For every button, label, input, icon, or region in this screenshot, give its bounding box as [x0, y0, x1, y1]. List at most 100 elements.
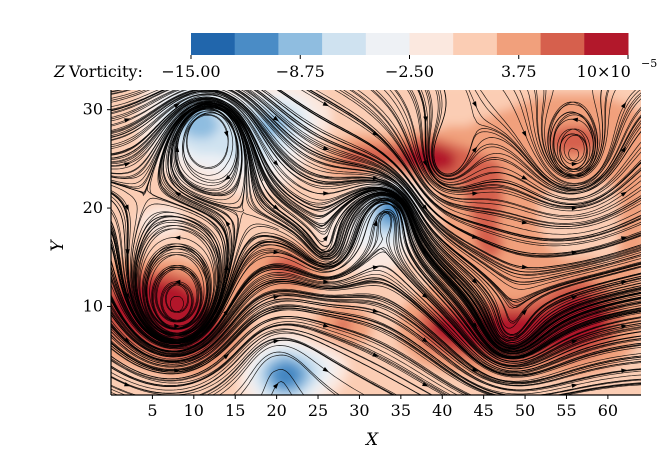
vorticity-cell — [147, 90, 152, 95]
vorticity-cell — [227, 178, 232, 183]
vorticity-cell — [279, 346, 284, 351]
vorticity-cell — [179, 226, 184, 231]
vorticity-cell — [251, 198, 256, 203]
vorticity-cell — [135, 370, 140, 375]
vorticity-cell — [163, 386, 168, 391]
vorticity-cell — [251, 82, 256, 87]
vorticity-cell — [199, 366, 204, 371]
vorticity-cell — [215, 158, 220, 163]
vorticity-cell — [267, 98, 272, 103]
vorticity-cell — [331, 130, 336, 135]
vorticity-cell — [103, 250, 108, 255]
vorticity-cell — [103, 266, 108, 271]
colorbar-segment — [496, 33, 542, 55]
vorticity-cell — [135, 98, 140, 103]
vorticity-cell — [319, 346, 324, 351]
vorticity-cell — [167, 162, 172, 167]
vorticity-cell — [155, 242, 160, 247]
vorticity-cell — [275, 126, 280, 131]
vorticity-cell — [183, 378, 188, 383]
vorticity-cell — [167, 294, 172, 299]
vorticity-cell — [243, 90, 248, 91]
vorticity-cell — [215, 154, 220, 159]
vorticity-cell — [119, 170, 124, 175]
vorticity-cell — [203, 94, 208, 99]
vorticity-cell — [155, 182, 160, 187]
vorticity-cell — [179, 90, 184, 91]
vorticity-cell — [275, 90, 280, 91]
vorticity-cell — [255, 326, 260, 331]
vorticity-cell — [243, 218, 248, 223]
vorticity-cell — [211, 82, 216, 87]
vorticity-cell — [187, 318, 192, 323]
vorticity-cell — [207, 342, 212, 347]
vorticity-cell — [307, 378, 312, 383]
vorticity-cell — [103, 102, 108, 107]
vorticity-cell — [271, 302, 276, 307]
vorticity-cell — [339, 82, 344, 87]
vorticity-cell — [263, 262, 268, 267]
vorticity-cell — [179, 162, 184, 167]
vorticity-cell — [263, 122, 268, 127]
vorticity-cell — [251, 382, 256, 387]
vorticity-cell — [179, 346, 184, 351]
vorticity-cell — [247, 346, 252, 351]
vorticity-cell — [151, 258, 156, 263]
vorticity-cell — [111, 278, 116, 283]
vorticity-cell — [267, 350, 272, 355]
vorticity-cell — [335, 82, 340, 87]
vorticity-cell — [263, 322, 268, 327]
vorticity-cell — [339, 370, 344, 375]
vorticity-cell — [327, 110, 332, 115]
vorticity-cell — [155, 230, 160, 235]
vorticity-cell — [119, 378, 124, 383]
vorticity-cell — [175, 290, 180, 295]
vorticity-cell — [267, 342, 272, 347]
vorticity-cell — [183, 374, 188, 379]
vorticity-cell — [199, 262, 204, 267]
vorticity-cell — [139, 246, 144, 251]
vorticity-cell — [215, 234, 220, 239]
vorticity-cell — [131, 214, 136, 219]
vorticity-cell — [211, 94, 216, 99]
vorticity-cell — [287, 318, 292, 323]
vorticity-cell — [255, 254, 260, 259]
vorticity-cell — [263, 190, 268, 195]
vorticity-cell — [275, 158, 280, 163]
vorticity-cell — [163, 254, 168, 259]
vorticity-cell — [259, 330, 264, 335]
vorticity-cell — [155, 178, 160, 183]
vorticity-cell — [111, 310, 116, 315]
vorticity-cell — [171, 286, 176, 291]
vorticity-cell — [203, 338, 208, 343]
vorticity-cell — [127, 114, 132, 119]
vorticity-cell — [271, 338, 276, 343]
vorticity-cell — [179, 262, 184, 267]
vorticity-cell — [103, 302, 108, 307]
vorticity-cell — [267, 302, 272, 307]
vorticity-cell — [283, 90, 288, 91]
vorticity-cell — [187, 306, 192, 311]
vorticity-cell — [139, 114, 144, 119]
vorticity-cell — [103, 122, 108, 127]
vorticity-cell — [155, 262, 160, 267]
vorticity-cell — [331, 82, 336, 87]
vorticity-cell — [151, 178, 156, 183]
vorticity-cell — [187, 150, 192, 155]
vorticity-cell — [251, 362, 256, 367]
vorticity-cell — [231, 82, 236, 87]
vorticity-cell — [195, 126, 200, 131]
vorticity-cell — [267, 298, 272, 303]
vorticity-cell — [199, 150, 204, 155]
vorticity-cell — [175, 322, 180, 327]
vorticity-cell — [123, 186, 128, 191]
vorticity-cell — [287, 366, 292, 371]
vorticity-cell — [263, 390, 268, 395]
vorticity-cell — [147, 150, 152, 155]
vorticity-cell — [179, 206, 184, 211]
vorticity-cell — [123, 178, 128, 183]
vorticity-cell — [263, 202, 268, 207]
vorticity-cell — [151, 254, 156, 259]
vorticity-cell — [299, 98, 304, 103]
vorticity-cell — [151, 82, 156, 87]
